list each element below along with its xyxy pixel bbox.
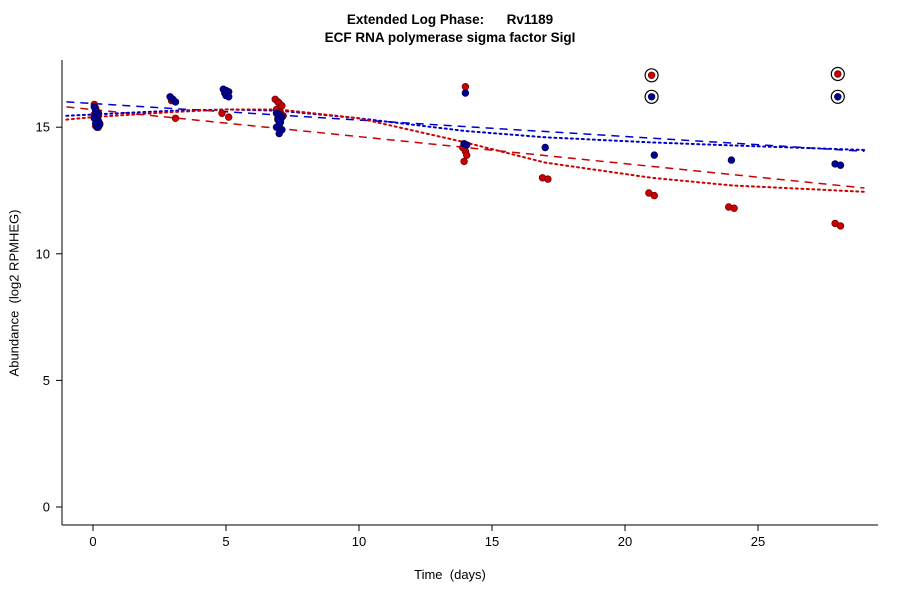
red-data-point	[463, 151, 471, 159]
x-tick-label: 10	[352, 534, 366, 549]
red-data-point	[647, 71, 656, 79]
blue-data-point	[650, 151, 658, 159]
x-tick-label: 20	[618, 534, 632, 549]
y-tick-label: 15	[36, 120, 50, 135]
x-axis-label: Time (days)	[414, 567, 486, 582]
blue-data-point	[647, 93, 656, 101]
x-tick-label: 0	[89, 534, 96, 549]
outlier-ring	[644, 89, 659, 104]
red-dashed-fit-line	[66, 106, 865, 189]
x-tick-label: 5	[222, 534, 229, 549]
chart-subtitle: ECF RNA polymerase sigma factor SigI	[324, 30, 576, 45]
y-tick-label: 0	[43, 500, 50, 515]
y-tick-label: 10	[36, 246, 50, 261]
chart-title: Extended Log Phase: Rv1189	[346, 12, 554, 27]
blue-data-point	[541, 143, 549, 152]
outlier-ring	[644, 68, 659, 83]
red-data-point	[171, 114, 180, 122]
x-tick-label: 25	[751, 534, 765, 549]
x-tick-label: 15	[485, 534, 499, 549]
red-data-point	[836, 222, 845, 230]
blue-data-point	[461, 89, 470, 97]
red-data-point	[278, 101, 286, 110]
blue-data-point	[834, 93, 842, 101]
blue-data-point	[463, 141, 471, 149]
y-tick-label: 5	[43, 373, 50, 388]
blue-data-point	[275, 129, 283, 138]
blue-data-point	[224, 93, 233, 101]
outlier-ring	[830, 66, 845, 82]
red-data-point	[218, 109, 226, 117]
blue-data-point	[727, 156, 736, 164]
blue-data-point	[171, 98, 180, 106]
red-data-point	[460, 157, 468, 166]
red-data-point	[461, 82, 470, 91]
red-data-point	[544, 175, 552, 183]
outlier-ring	[830, 89, 845, 104]
red-data-point	[224, 113, 233, 121]
red-dotted-fit-line	[65, 108, 866, 193]
blue-data-point	[93, 123, 101, 131]
blue-data-point	[836, 161, 845, 169]
y-axis-label: Abundance (log2 RPMHEG)	[6, 209, 22, 377]
red-data-point	[730, 204, 738, 212]
red-data-point	[650, 191, 658, 200]
red-data-point	[834, 70, 842, 78]
